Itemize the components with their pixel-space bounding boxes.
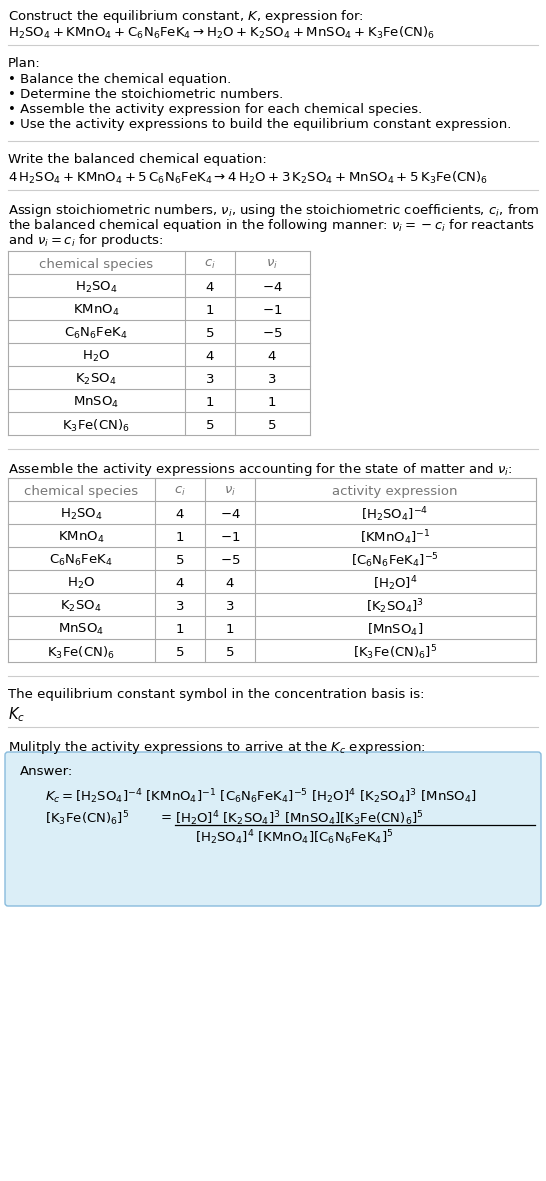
- Text: 1: 1: [176, 624, 184, 637]
- Text: $[\mathrm{K_3Fe(CN)_6}]^{5}$: $[\mathrm{K_3Fe(CN)_6}]^{5}$: [45, 809, 129, 828]
- Text: 5: 5: [176, 646, 184, 659]
- Text: 1: 1: [206, 304, 214, 317]
- Text: $[\mathrm{KMnO_4}]^{-1}$: $[\mathrm{KMnO_4}]^{-1}$: [360, 528, 430, 547]
- Text: 5: 5: [225, 646, 234, 659]
- Text: the balanced chemical equation in the following manner: $\nu_i = -c_i$ for react: the balanced chemical equation in the fo…: [8, 217, 535, 234]
- Text: $\mathrm{4\,H_2SO_4 + KMnO_4 + 5\,C_6N_6FeK_4 \rightarrow 4\,H_2O + 3\,K_2SO_4 +: $\mathrm{4\,H_2SO_4 + KMnO_4 + 5\,C_6N_6…: [8, 170, 488, 187]
- Text: $K_c$: $K_c$: [8, 705, 25, 724]
- Text: $\mathrm{K_3Fe(CN)_6}$: $\mathrm{K_3Fe(CN)_6}$: [62, 417, 130, 433]
- Text: $\mathrm{K_3Fe(CN)_6}$: $\mathrm{K_3Fe(CN)_6}$: [47, 645, 115, 660]
- Text: chemical species: chemical species: [39, 257, 153, 270]
- Text: $c_i$: $c_i$: [174, 485, 186, 498]
- FancyBboxPatch shape: [5, 752, 541, 906]
- Text: 3: 3: [176, 600, 184, 613]
- Text: 4: 4: [268, 350, 276, 363]
- Text: $-5$: $-5$: [262, 327, 282, 340]
- Text: $K_c = [\mathrm{H_2SO_4}]^{-4}\ [\mathrm{KMnO_4}]^{-1}\ [\mathrm{C_6N_6FeK_4}]^{: $K_c = [\mathrm{H_2SO_4}]^{-4}\ [\mathrm…: [45, 787, 477, 805]
- Text: $\mathrm{C_6N_6FeK_4}$: $\mathrm{C_6N_6FeK_4}$: [49, 553, 113, 568]
- Text: $\mathrm{C_6N_6FeK_4}$: $\mathrm{C_6N_6FeK_4}$: [64, 326, 128, 341]
- Text: Write the balanced chemical equation:: Write the balanced chemical equation:: [8, 154, 267, 167]
- Text: 4: 4: [206, 281, 214, 294]
- Text: 1: 1: [176, 531, 184, 544]
- Text: 4: 4: [226, 578, 234, 590]
- Text: 3: 3: [268, 373, 276, 386]
- Text: Assemble the activity expressions accounting for the state of matter and $\nu_i$: Assemble the activity expressions accoun…: [8, 461, 513, 478]
- Text: $\mathrm{H_2O}$: $\mathrm{H_2O}$: [82, 348, 110, 364]
- Text: $[\mathrm{C_6N_6FeK_4}]^{-5}$: $[\mathrm{C_6N_6FeK_4}]^{-5}$: [351, 552, 439, 570]
- Text: $-1$: $-1$: [262, 304, 282, 317]
- Text: $-4$: $-4$: [262, 281, 282, 294]
- Text: $[\mathrm{K_3Fe(CN)_6}]^{5}$: $[\mathrm{K_3Fe(CN)_6}]^{5}$: [353, 644, 437, 661]
- Text: Construct the equilibrium constant, $K$, expression for:: Construct the equilibrium constant, $K$,…: [8, 8, 364, 25]
- Text: $-5$: $-5$: [219, 554, 240, 567]
- Text: $-4$: $-4$: [219, 508, 240, 521]
- Text: $\mathrm{KMnO_4}$: $\mathrm{KMnO_4}$: [58, 530, 104, 546]
- Text: 5: 5: [176, 554, 184, 567]
- Text: 1: 1: [268, 396, 276, 409]
- Text: $\nu_i$: $\nu_i$: [224, 485, 236, 498]
- Text: $[\mathrm{H_2O}]^{4}$: $[\mathrm{H_2O}]^{4}$: [373, 574, 417, 593]
- Text: Answer:: Answer:: [20, 765, 73, 778]
- Text: $\mathrm{H_2O}$: $\mathrm{H_2O}$: [67, 576, 95, 590]
- Text: The equilibrium constant symbol in the concentration basis is:: The equilibrium constant symbol in the c…: [8, 689, 424, 702]
- Text: and $\nu_i = c_i$ for products:: and $\nu_i = c_i$ for products:: [8, 231, 164, 249]
- Text: $[\mathrm{H_2SO_4}]^{4}\ [\mathrm{KMnO_4}][\mathrm{C_6N_6FeK_4}]^{5}$: $[\mathrm{H_2SO_4}]^{4}\ [\mathrm{KMnO_4…: [195, 828, 394, 847]
- Text: 5: 5: [206, 327, 214, 340]
- Text: $\mathrm{K_2SO_4}$: $\mathrm{K_2SO_4}$: [60, 599, 102, 614]
- Text: $\nu_i$: $\nu_i$: [266, 257, 278, 272]
- Text: $[\mathrm{K_2SO_4}]^{3}$: $[\mathrm{K_2SO_4}]^{3}$: [366, 598, 424, 615]
- Text: Mulitply the activity expressions to arrive at the $K_c$ expression:: Mulitply the activity expressions to arr…: [8, 739, 426, 756]
- Text: 1: 1: [225, 624, 234, 637]
- Text: $\mathrm{H_2SO_4 + KMnO_4 + C_6N_6FeK_4 \rightarrow H_2O + K_2SO_4 + MnSO_4 + K_: $\mathrm{H_2SO_4 + KMnO_4 + C_6N_6FeK_4 …: [8, 25, 435, 41]
- Text: • Balance the chemical equation.: • Balance the chemical equation.: [8, 73, 232, 86]
- Text: Assign stoichiometric numbers, $\nu_i$, using the stoichiometric coefficients, $: Assign stoichiometric numbers, $\nu_i$, …: [8, 202, 539, 218]
- Text: • Determine the stoichiometric numbers.: • Determine the stoichiometric numbers.: [8, 89, 283, 102]
- Text: $\mathrm{KMnO_4}$: $\mathrm{KMnO_4}$: [73, 304, 119, 318]
- Text: $-1$: $-1$: [220, 531, 240, 544]
- Text: 4: 4: [176, 508, 184, 521]
- Text: Plan:: Plan:: [8, 57, 41, 70]
- Text: • Assemble the activity expression for each chemical species.: • Assemble the activity expression for e…: [8, 103, 422, 116]
- Text: 1: 1: [206, 396, 214, 409]
- Text: 4: 4: [176, 578, 184, 590]
- Text: $[\mathrm{MnSO_4}]$: $[\mathrm{MnSO_4}]$: [367, 621, 423, 638]
- Text: activity expression: activity expression: [333, 485, 458, 498]
- Text: $\mathrm{MnSO_4}$: $\mathrm{MnSO_4}$: [58, 622, 104, 637]
- Text: $=$: $=$: [158, 809, 172, 822]
- Text: $\mathrm{MnSO_4}$: $\mathrm{MnSO_4}$: [73, 394, 119, 410]
- Text: chemical species: chemical species: [24, 485, 138, 498]
- Text: 5: 5: [206, 419, 214, 432]
- Text: $[\mathrm{H_2O}]^{4}\ [\mathrm{K_2SO_4}]^{3}\ [\mathrm{MnSO_4}][\mathrm{K_3Fe(CN: $[\mathrm{H_2O}]^{4}\ [\mathrm{K_2SO_4}]…: [175, 809, 424, 828]
- Text: 3: 3: [206, 373, 214, 386]
- Text: 3: 3: [225, 600, 234, 613]
- Text: $[\mathrm{H_2SO_4}]^{-4}$: $[\mathrm{H_2SO_4}]^{-4}$: [361, 505, 429, 524]
- Text: • Use the activity expressions to build the equilibrium constant expression.: • Use the activity expressions to build …: [8, 118, 512, 131]
- Text: $c_i$: $c_i$: [204, 257, 216, 272]
- Text: 4: 4: [206, 350, 214, 363]
- Text: 5: 5: [268, 419, 276, 432]
- Text: $\mathrm{H_2SO_4}$: $\mathrm{H_2SO_4}$: [75, 280, 117, 295]
- Text: $\mathrm{K_2SO_4}$: $\mathrm{K_2SO_4}$: [75, 372, 117, 387]
- Text: $\mathrm{H_2SO_4}$: $\mathrm{H_2SO_4}$: [60, 507, 102, 522]
